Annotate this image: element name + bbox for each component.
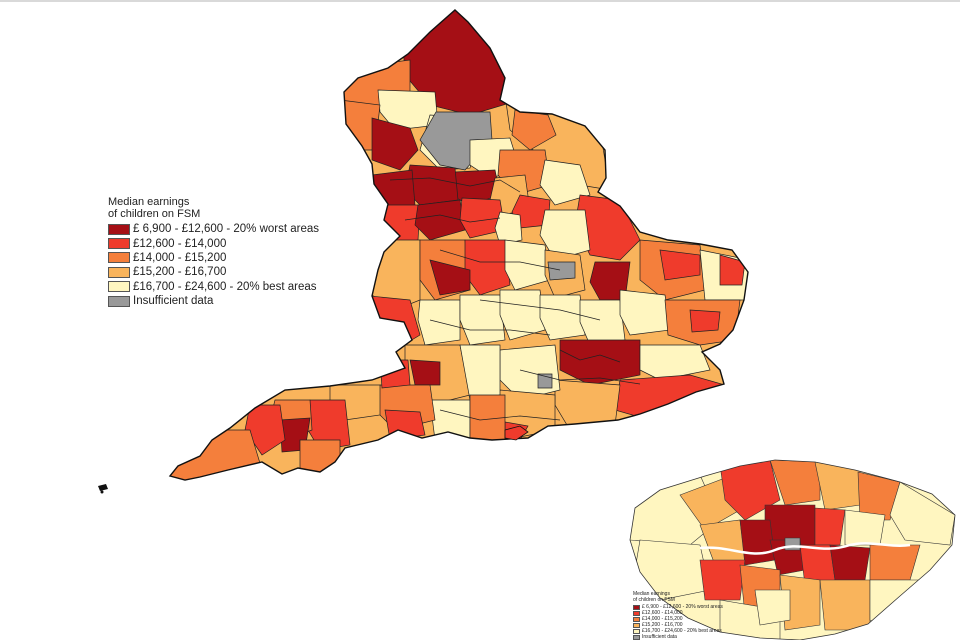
legend-item: Insufficient data <box>108 294 319 308</box>
inset-legend-item: £ 6,900 - £12,600 - 20% worst areas <box>633 604 723 610</box>
legend-swatch <box>108 238 130 250</box>
isle-of-wight <box>504 425 529 441</box>
inset-legend-label: £12,600 - £14,000 <box>642 610 683 616</box>
map-legend: Median earnings of children on FSM £ 6,9… <box>108 196 319 308</box>
inset-legend-item: £14,000 - £15,200 <box>633 616 723 622</box>
inset-legend: Median earnings of children on FSM £ 6,9… <box>633 591 723 640</box>
inset-legend-swatch <box>633 604 640 610</box>
inset-legend-swatch <box>633 610 640 616</box>
inset-legend-swatch <box>633 628 640 634</box>
inset-legend-title-line1: Median earnings <box>633 591 670 597</box>
legend-label: £14,000 - £15,200 <box>133 251 227 264</box>
legend-title: Median earnings of children on FSM <box>108 196 319 220</box>
inset-legend-swatch <box>633 622 640 628</box>
inset-legend-title: Median earnings of children on FSM <box>633 591 723 603</box>
london-inset-map <box>629 459 956 640</box>
inset-legend-item: £16,700 - £24,600 - 20% best areas <box>633 628 723 634</box>
legend-label: £ 6,900 - £12,600 - 20% worst areas <box>133 223 320 236</box>
legend-title-line2: of children on FSM <box>108 208 201 220</box>
england-map <box>168 9 749 481</box>
legend-item: £ 6,900 - £12,600 - 20% worst areas <box>108 222 319 236</box>
legend-label: Insufficient data <box>133 295 214 308</box>
inset-legend-item: £12,600 - £14,000 <box>633 610 723 616</box>
legend-swatch <box>108 281 130 293</box>
legend-swatch <box>108 295 130 307</box>
inset-legend-title-line2: of children on FSM <box>633 596 675 603</box>
legend-swatch <box>108 266 130 278</box>
legend-title-line1: Median earnings <box>108 196 190 208</box>
inset-legend-label: £14,000 - £15,200 <box>642 616 683 622</box>
legend-item: £14,000 - £15,200 <box>108 251 319 265</box>
legend-label: £15,200 - £16,700 <box>133 266 227 279</box>
legend-label: £16,700 - £24,600 - 20% best areas <box>133 280 317 293</box>
top-border <box>0 0 960 2</box>
inset-legend-swatch <box>633 634 640 640</box>
inset-legend-label: £15,200 - £16,700 <box>642 622 683 628</box>
legend-label: £12,600 - £14,000 <box>133 237 227 250</box>
legend-swatch <box>108 223 130 235</box>
inset-legend-label: £ 6,900 - £12,600 - 20% worst areas <box>642 604 723 610</box>
legend-item: £16,700 - £24,600 - 20% best areas <box>108 280 319 294</box>
legend-swatch <box>108 252 130 264</box>
legend-item: £15,200 - £16,700 <box>108 265 319 279</box>
inset-legend-item: Insufficient data <box>633 634 723 640</box>
inset-legend-label: Insufficient data <box>642 634 677 640</box>
isles-of-scilly <box>98 484 108 494</box>
legend-item: £12,600 - £14,000 <box>108 236 319 250</box>
inset-legend-swatch <box>633 616 640 622</box>
inset-legend-item: £15,200 - £16,700 <box>633 622 723 628</box>
inset-legend-label: £16,700 - £24,600 - 20% best areas <box>642 628 722 634</box>
